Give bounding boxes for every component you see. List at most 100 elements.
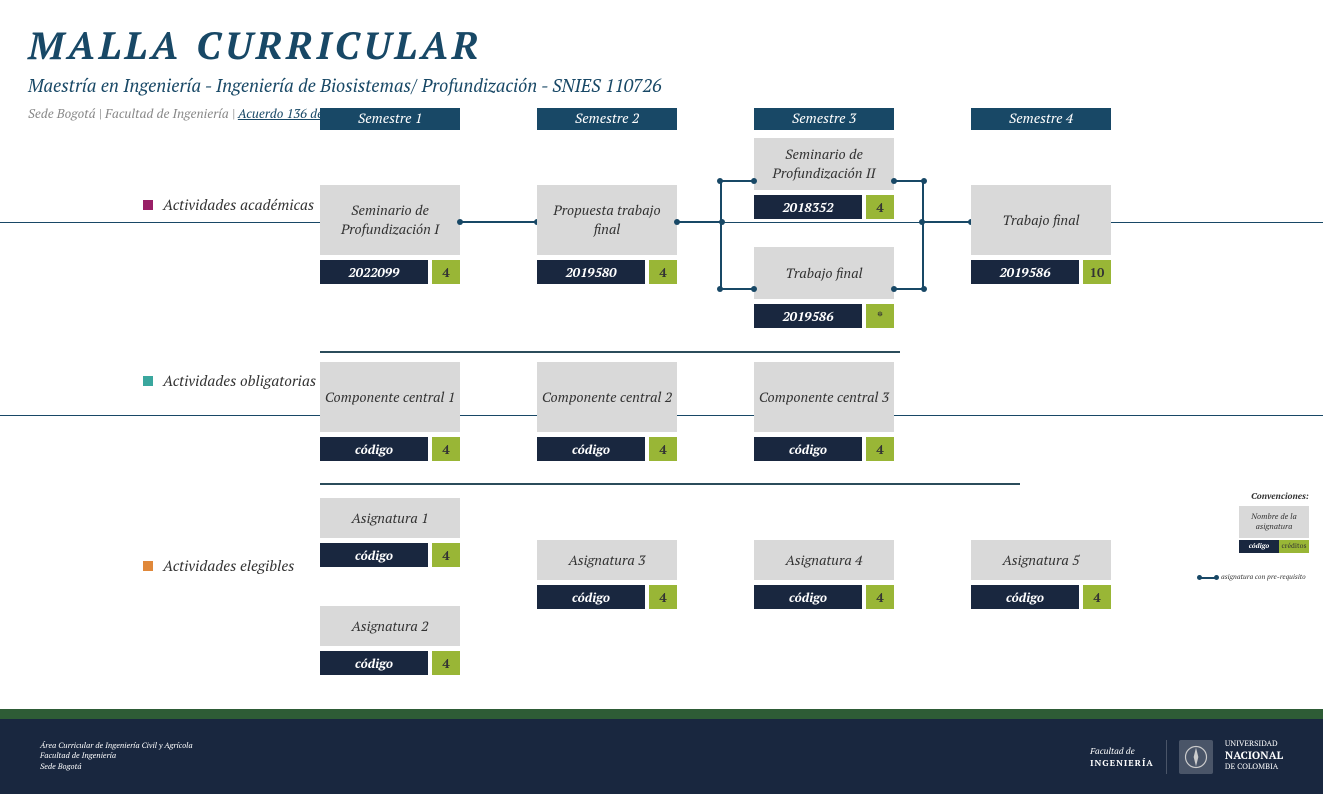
course-asignatura-5: Asignatura 5 código 4 <box>971 540 1111 609</box>
course-name: Asignatura 5 <box>971 540 1111 580</box>
course-credits: 4 <box>649 437 677 461</box>
connector-s2-branch <box>677 221 722 223</box>
course-propuesta: Propuesta trabajo final 2019580 4 <box>537 185 677 284</box>
course-seminario-1: Seminario de Profundización I 2022099 4 <box>320 185 460 284</box>
course-code: 2019586 <box>754 304 862 328</box>
course-code: 2019586 <box>971 260 1079 284</box>
course-code: código <box>537 585 645 609</box>
course-code: código <box>320 543 428 567</box>
row-label-academicas: Actividades académicas <box>163 195 333 215</box>
course-credits: 4 <box>432 651 460 675</box>
course-asignatura-2: Asignatura 2 código 4 <box>320 606 460 675</box>
semester-header-4: Semestre 4 <box>971 108 1111 130</box>
course-componente-3: Componente central 3 código 4 <box>754 362 894 461</box>
course-name: Componente central 3 <box>754 362 894 432</box>
course-name: Componente central 2 <box>537 362 677 432</box>
footer-right: Facultad de INGENIERÍA UNIVERSIDAD NACIO… <box>1090 740 1283 774</box>
course-name: Asignatura 2 <box>320 606 460 646</box>
footer-line-3: Sede Bogotá <box>40 762 193 772</box>
course-name: Componente central 1 <box>320 362 460 432</box>
course-name: Propuesta trabajo final <box>537 185 677 255</box>
course-code: 2019580 <box>537 260 645 284</box>
course-componente-1: Componente central 1 código 4 <box>320 362 460 461</box>
footer-line-1: Área Curricular de Ingeniería Civil y Ag… <box>40 741 193 751</box>
course-code: código <box>754 437 862 461</box>
course-seminario-2: Seminario de Profundización II 2018352 4 <box>754 138 894 219</box>
footer-left: Área Curricular de Ingeniería Civil y Ag… <box>40 741 193 772</box>
row-label-obligatorias: Actividades obligatorias <box>163 371 333 391</box>
course-trabajo-final-s3: Trabajo final 2019586 * <box>754 247 894 328</box>
course-name: Asignatura 1 <box>320 498 460 538</box>
course-credits: 4 <box>432 260 460 284</box>
course-code: código <box>320 437 428 461</box>
branch-vline-right <box>922 180 924 290</box>
course-code: 2022099 <box>320 260 428 284</box>
course-credits: 4 <box>432 437 460 461</box>
uni-prefix: UNIVERSIDAD <box>1225 739 1278 749</box>
page-title: MALLA CURRICULAR <box>28 20 1295 70</box>
course-credits: 4 <box>866 195 894 219</box>
course-credits: * <box>866 304 894 328</box>
faculty-label: Facultad de INGENIERÍA <box>1090 745 1154 769</box>
separator-2 <box>320 483 1020 485</box>
semester-header-2: Semestre 2 <box>537 108 677 130</box>
course-credits: 4 <box>866 437 894 461</box>
course-name: Asignatura 4 <box>754 540 894 580</box>
row-label-elegibles: Actividades elegibles <box>163 556 333 576</box>
connector-to-s3-top <box>720 180 754 182</box>
course-credits: 4 <box>649 585 677 609</box>
university-name: UNIVERSIDAD NACIONAL DE COLOMBIA <box>1225 740 1283 772</box>
page-footer: Área Curricular de Ingeniería Civil y Ag… <box>0 719 1323 794</box>
footer-divider <box>1166 740 1167 774</box>
course-name: Seminario de Profundización II <box>754 138 894 190</box>
course-credits: 4 <box>432 543 460 567</box>
conv-mini-name: Nombre de la asignatura <box>1239 506 1309 538</box>
connector-from-s3-top <box>894 180 924 182</box>
connector-s1-s2 <box>460 221 537 223</box>
branch-vline-left <box>720 180 722 290</box>
course-asignatura-4: Asignatura 4 código 4 <box>754 540 894 609</box>
separator-1 <box>320 351 900 353</box>
course-credits: 4 <box>649 260 677 284</box>
course-code: 2018352 <box>754 195 862 219</box>
course-name: Asignatura 3 <box>537 540 677 580</box>
conv-prereq-text: asignatura con pre-requisito <box>1221 573 1306 582</box>
course-code: código <box>320 651 428 675</box>
course-code: código <box>537 437 645 461</box>
connector-to-s3-bot <box>720 288 754 290</box>
conventions-legend: Convenciones: Nombre de la asignatura có… <box>1199 490 1309 582</box>
connector-from-s3-bot <box>894 288 924 290</box>
row-marker-obligatorias <box>143 376 153 386</box>
course-trabajo-final-s4: Trabajo final 2019586 10 <box>971 185 1111 284</box>
uni-main: NACIONAL <box>1225 749 1283 763</box>
conventions-title: Convenciones: <box>1199 490 1309 502</box>
conv-mini-credits: créditos <box>1279 540 1309 553</box>
faculty-prefix: Facultad de <box>1090 745 1135 757</box>
course-name: Seminario de Profundización I <box>320 185 460 255</box>
row-marker-elegibles <box>143 561 153 571</box>
university-crest-icon <box>1179 740 1213 774</box>
faculty-name: INGENIERÍA <box>1090 757 1154 769</box>
footer-line-2: Facultad de Ingeniería <box>40 751 193 761</box>
row-marker-academicas <box>143 200 153 210</box>
conv-prereq: asignatura con pre-requisito <box>1199 573 1309 582</box>
course-asignatura-3: Asignatura 3 código 4 <box>537 540 677 609</box>
course-code: código <box>971 585 1079 609</box>
footer-green-bar <box>0 709 1323 719</box>
semester-header-3: Semestre 3 <box>754 108 894 130</box>
page-subtitle: Maestría en Ingeniería - Ingeniería de B… <box>28 74 1295 98</box>
course-asignatura-1: Asignatura 1 código 4 <box>320 498 460 567</box>
course-componente-2: Componente central 2 código 4 <box>537 362 677 461</box>
connector-to-s4 <box>922 221 971 223</box>
course-credits: 4 <box>1083 585 1111 609</box>
course-name: Trabajo final <box>971 185 1111 255</box>
uni-suffix: DE COLOMBIA <box>1225 762 1278 772</box>
course-credits: 10 <box>1083 260 1111 284</box>
prereq-line-icon <box>1199 577 1217 579</box>
course-code: código <box>754 585 862 609</box>
course-credits: 4 <box>866 585 894 609</box>
curriculum-grid: Semestre 1 Semestre 2 Semestre 3 Semestr… <box>0 100 1323 704</box>
conv-mini-code: código <box>1239 540 1279 553</box>
course-name: Trabajo final <box>754 247 894 299</box>
semester-header-1: Semestre 1 <box>320 108 460 130</box>
